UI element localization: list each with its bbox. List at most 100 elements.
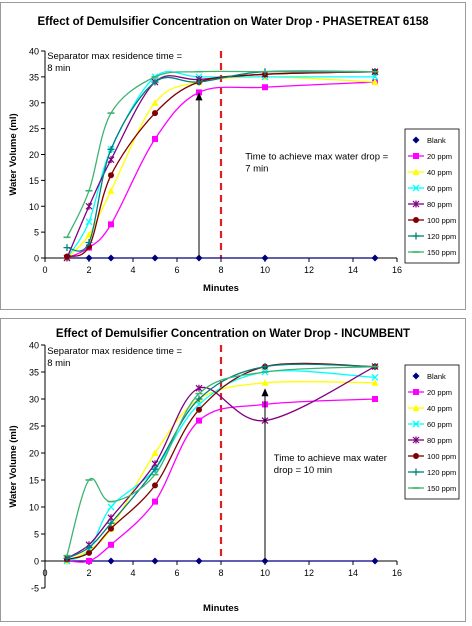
legend-marker (412, 420, 420, 428)
legend-label: 20 ppm (427, 152, 452, 161)
data-point (108, 525, 114, 532)
y-tick-label: 5 (34, 530, 39, 540)
x-tick-label: 14 (348, 568, 358, 578)
x-tick-label: 10 (260, 265, 270, 275)
data-point (151, 465, 159, 473)
x-tick-label: 0 (42, 568, 47, 578)
y-tick-label: 20 (29, 449, 39, 459)
data-point (195, 384, 203, 392)
chart-panel-phasetreat: Effect of Demulsifier Concentration on W… (0, 2, 466, 310)
x-tick-label: 16 (392, 568, 402, 578)
data-point (107, 519, 115, 527)
x-axis-title: Minutes (203, 603, 239, 614)
annotation-text: 8 min (47, 63, 70, 74)
legend-label: 150 ppm (427, 248, 456, 257)
data-point (261, 379, 269, 386)
data-point (371, 73, 379, 81)
data-point (151, 557, 159, 565)
x-tick-label: 14 (348, 265, 358, 275)
y-tick-label: 20 (29, 150, 39, 160)
legend-marker (413, 453, 419, 459)
data-point (107, 156, 115, 164)
legend-marker (412, 436, 420, 444)
data-point (64, 253, 70, 260)
chart-incumbent: Effect of Demulsifier Concentration on W… (8, 328, 460, 614)
legend: Blank 20 ppm 40 ppm 60 ppm 80 ppm 100 ppm 120 … (404, 364, 460, 500)
data-point (85, 218, 93, 226)
data-point (107, 254, 115, 262)
data-point (371, 254, 379, 262)
x-tick-label: 6 (174, 568, 179, 578)
annotation-text: 8 min (47, 358, 70, 369)
legend: Blank 20 ppm 40 ppm 60 ppm 80 ppm 100 ppm 120 … (404, 128, 460, 264)
data-point (195, 78, 203, 86)
data-point (152, 135, 158, 142)
legend-marker (412, 136, 420, 144)
time-arrow-head (261, 388, 269, 397)
y-tick-label: 25 (29, 422, 39, 432)
y-axis-title: Water Volume (ml) (8, 425, 19, 507)
y-tick-label: 40 (29, 341, 39, 351)
y-tick-label: 35 (29, 72, 39, 82)
x-tick-label: 12 (304, 265, 314, 275)
series-group (63, 68, 379, 262)
data-point (261, 363, 269, 371)
y-tick-label: 40 (29, 47, 39, 57)
x-tick-label: 6 (174, 265, 179, 275)
legend-label: Blank (427, 372, 446, 381)
series-group (63, 362, 379, 565)
data-point (85, 202, 93, 210)
annotation-text: Separator max residence time = (47, 51, 182, 62)
data-point (108, 172, 114, 179)
data-point (371, 379, 379, 386)
data-point (372, 396, 378, 402)
legend-label: 100 ppm (427, 216, 456, 225)
data-point (196, 406, 202, 413)
chart-phasetreat: Effect of Demulsifier Concentration on W… (8, 16, 460, 294)
legend-label: 20 ppm (427, 388, 452, 397)
x-tick-label: 4 (130, 568, 135, 578)
legend-label: 80 ppm (427, 436, 452, 445)
legend-label: 40 ppm (427, 168, 452, 177)
y-tick-label: 0 (34, 557, 39, 567)
legend-marker (412, 232, 420, 240)
data-point (151, 99, 159, 106)
chart-title: Effect of Demulsifier Concentration on W… (37, 16, 429, 28)
x-tick-label: 12 (304, 568, 314, 578)
data-point (63, 244, 71, 252)
y-tick-label: 15 (29, 476, 39, 486)
y-axis-title: Water Volume (ml) (8, 113, 19, 195)
data-point (262, 84, 268, 91)
legend-label: 60 ppm (427, 184, 452, 193)
data-point (107, 503, 115, 511)
annotation-text: 7 min (245, 164, 268, 175)
x-tick-label: 2 (86, 265, 91, 275)
x-tick-label: 16 (392, 265, 402, 275)
time-arrow-head (195, 92, 203, 101)
chart-title: Effect of Demulsifier Concentration on W… (56, 328, 410, 340)
data-point (152, 482, 158, 489)
legend-box (404, 364, 460, 500)
legend-label: 120 ppm (427, 232, 456, 241)
legend-marker (412, 168, 420, 175)
data-point (195, 395, 203, 403)
data-point (196, 417, 202, 424)
y-tick-label: 25 (29, 124, 39, 134)
data-point (151, 78, 159, 86)
legend-marker (413, 153, 419, 159)
x-tick-label: 8 (218, 568, 223, 578)
data-point (107, 187, 115, 194)
legend-marker (413, 217, 419, 223)
x-tick-label: 8 (218, 265, 223, 275)
data-point (86, 549, 92, 556)
data-point (151, 254, 159, 262)
legend-marker (413, 389, 419, 395)
data-point (151, 449, 159, 456)
annotation-text: Separator max residence time = (47, 346, 182, 357)
x-tick-label: 4 (130, 265, 135, 275)
y-tick-label: 30 (29, 98, 39, 108)
legend-marker (412, 404, 420, 411)
x-tick-label: 2 (86, 568, 91, 578)
data-point (86, 558, 92, 564)
legend-marker (412, 372, 420, 380)
